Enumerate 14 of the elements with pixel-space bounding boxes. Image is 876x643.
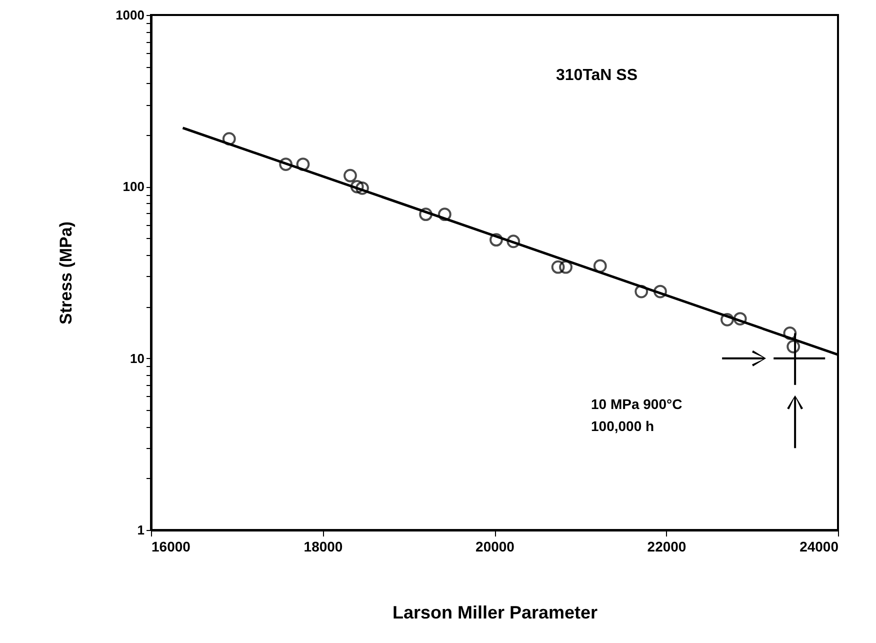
x-tick-label: 20000 (476, 538, 515, 554)
y-tick-label: 1000 (116, 8, 144, 22)
x-tick-label: 22000 (647, 538, 686, 554)
y-axis-title: Stress (MPa) (56, 222, 76, 324)
text: 310TaN SS (556, 67, 638, 84)
x-tick-label: 16000 (152, 538, 191, 554)
annotation: 10 MPa 900°C (591, 396, 682, 412)
x-axis-title: Larson Miller Parameter (392, 602, 598, 622)
y-tick-label: 10 (130, 350, 144, 366)
x-tick-label: 24000 (800, 538, 839, 554)
x-tick-label: 18000 (304, 538, 343, 554)
y-tick-label: 100 (122, 179, 144, 194)
y-tick-label: 1 (137, 522, 144, 538)
annotation: 100,000 h (591, 418, 654, 434)
